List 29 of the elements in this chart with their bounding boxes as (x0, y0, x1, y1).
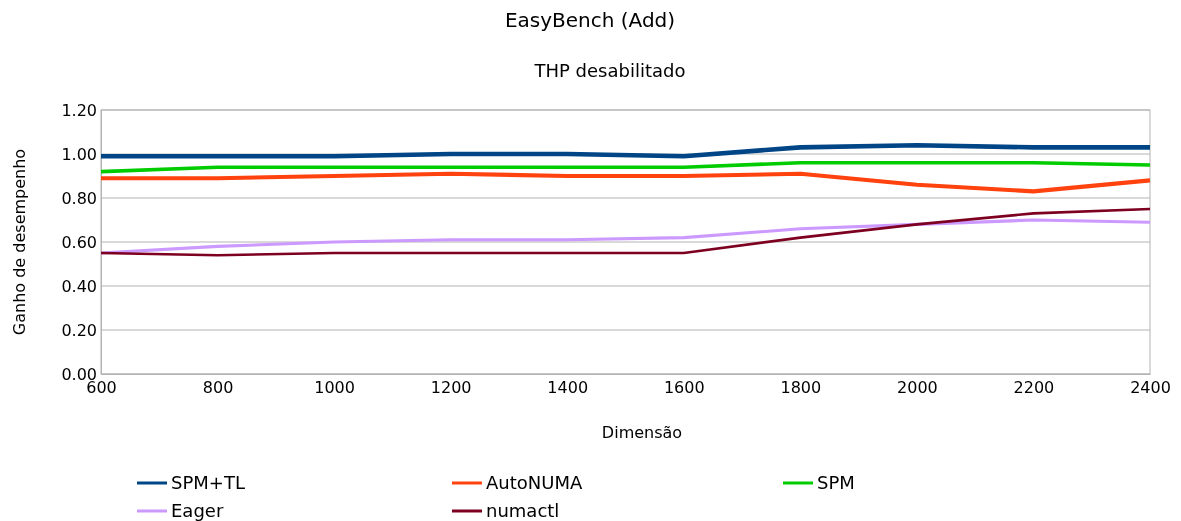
x-tick-label: 1600 (663, 378, 705, 398)
x-tick-label: 1800 (780, 378, 822, 398)
y-tick-label: 0.20 (61, 320, 97, 340)
y-tick-label: 0.40 (61, 276, 97, 296)
y-axis-title: Ganho de desempenho (10, 148, 29, 336)
x-tick-label: 1200 (430, 378, 472, 398)
y-tick-label: 1.00 (61, 144, 97, 164)
y-tick-label: 0.80 (61, 188, 97, 208)
legend-label: Eager (171, 500, 224, 521)
x-tick-label: 1000 (314, 378, 355, 398)
legend-label: SPM+TL (171, 472, 245, 493)
line-series (98, 171, 1153, 194)
x-tick-label: 1400 (547, 378, 589, 398)
legend-label: numactl (486, 500, 560, 521)
x-tick-label: 800 (202, 378, 234, 398)
x-tick-label: 2400 (1130, 378, 1171, 398)
y-tick-label: 0.60 (61, 232, 97, 252)
line-series (99, 161, 1152, 174)
legend-label: AutoNUMA (486, 472, 583, 493)
x-tick-label: 2200 (1013, 378, 1055, 398)
x-tick-label: 2000 (897, 378, 938, 398)
line-series (99, 218, 1152, 255)
chart-subtitle: THP desabilitado (533, 60, 686, 81)
y-tick-label: 1.20 (61, 100, 97, 120)
line-series (99, 207, 1152, 257)
line-series (98, 142, 1153, 159)
chart-title: EasyBench (Add) (504, 8, 676, 32)
legend-label: SPM (817, 472, 855, 493)
x-axis-title: Dimensão (601, 423, 683, 442)
